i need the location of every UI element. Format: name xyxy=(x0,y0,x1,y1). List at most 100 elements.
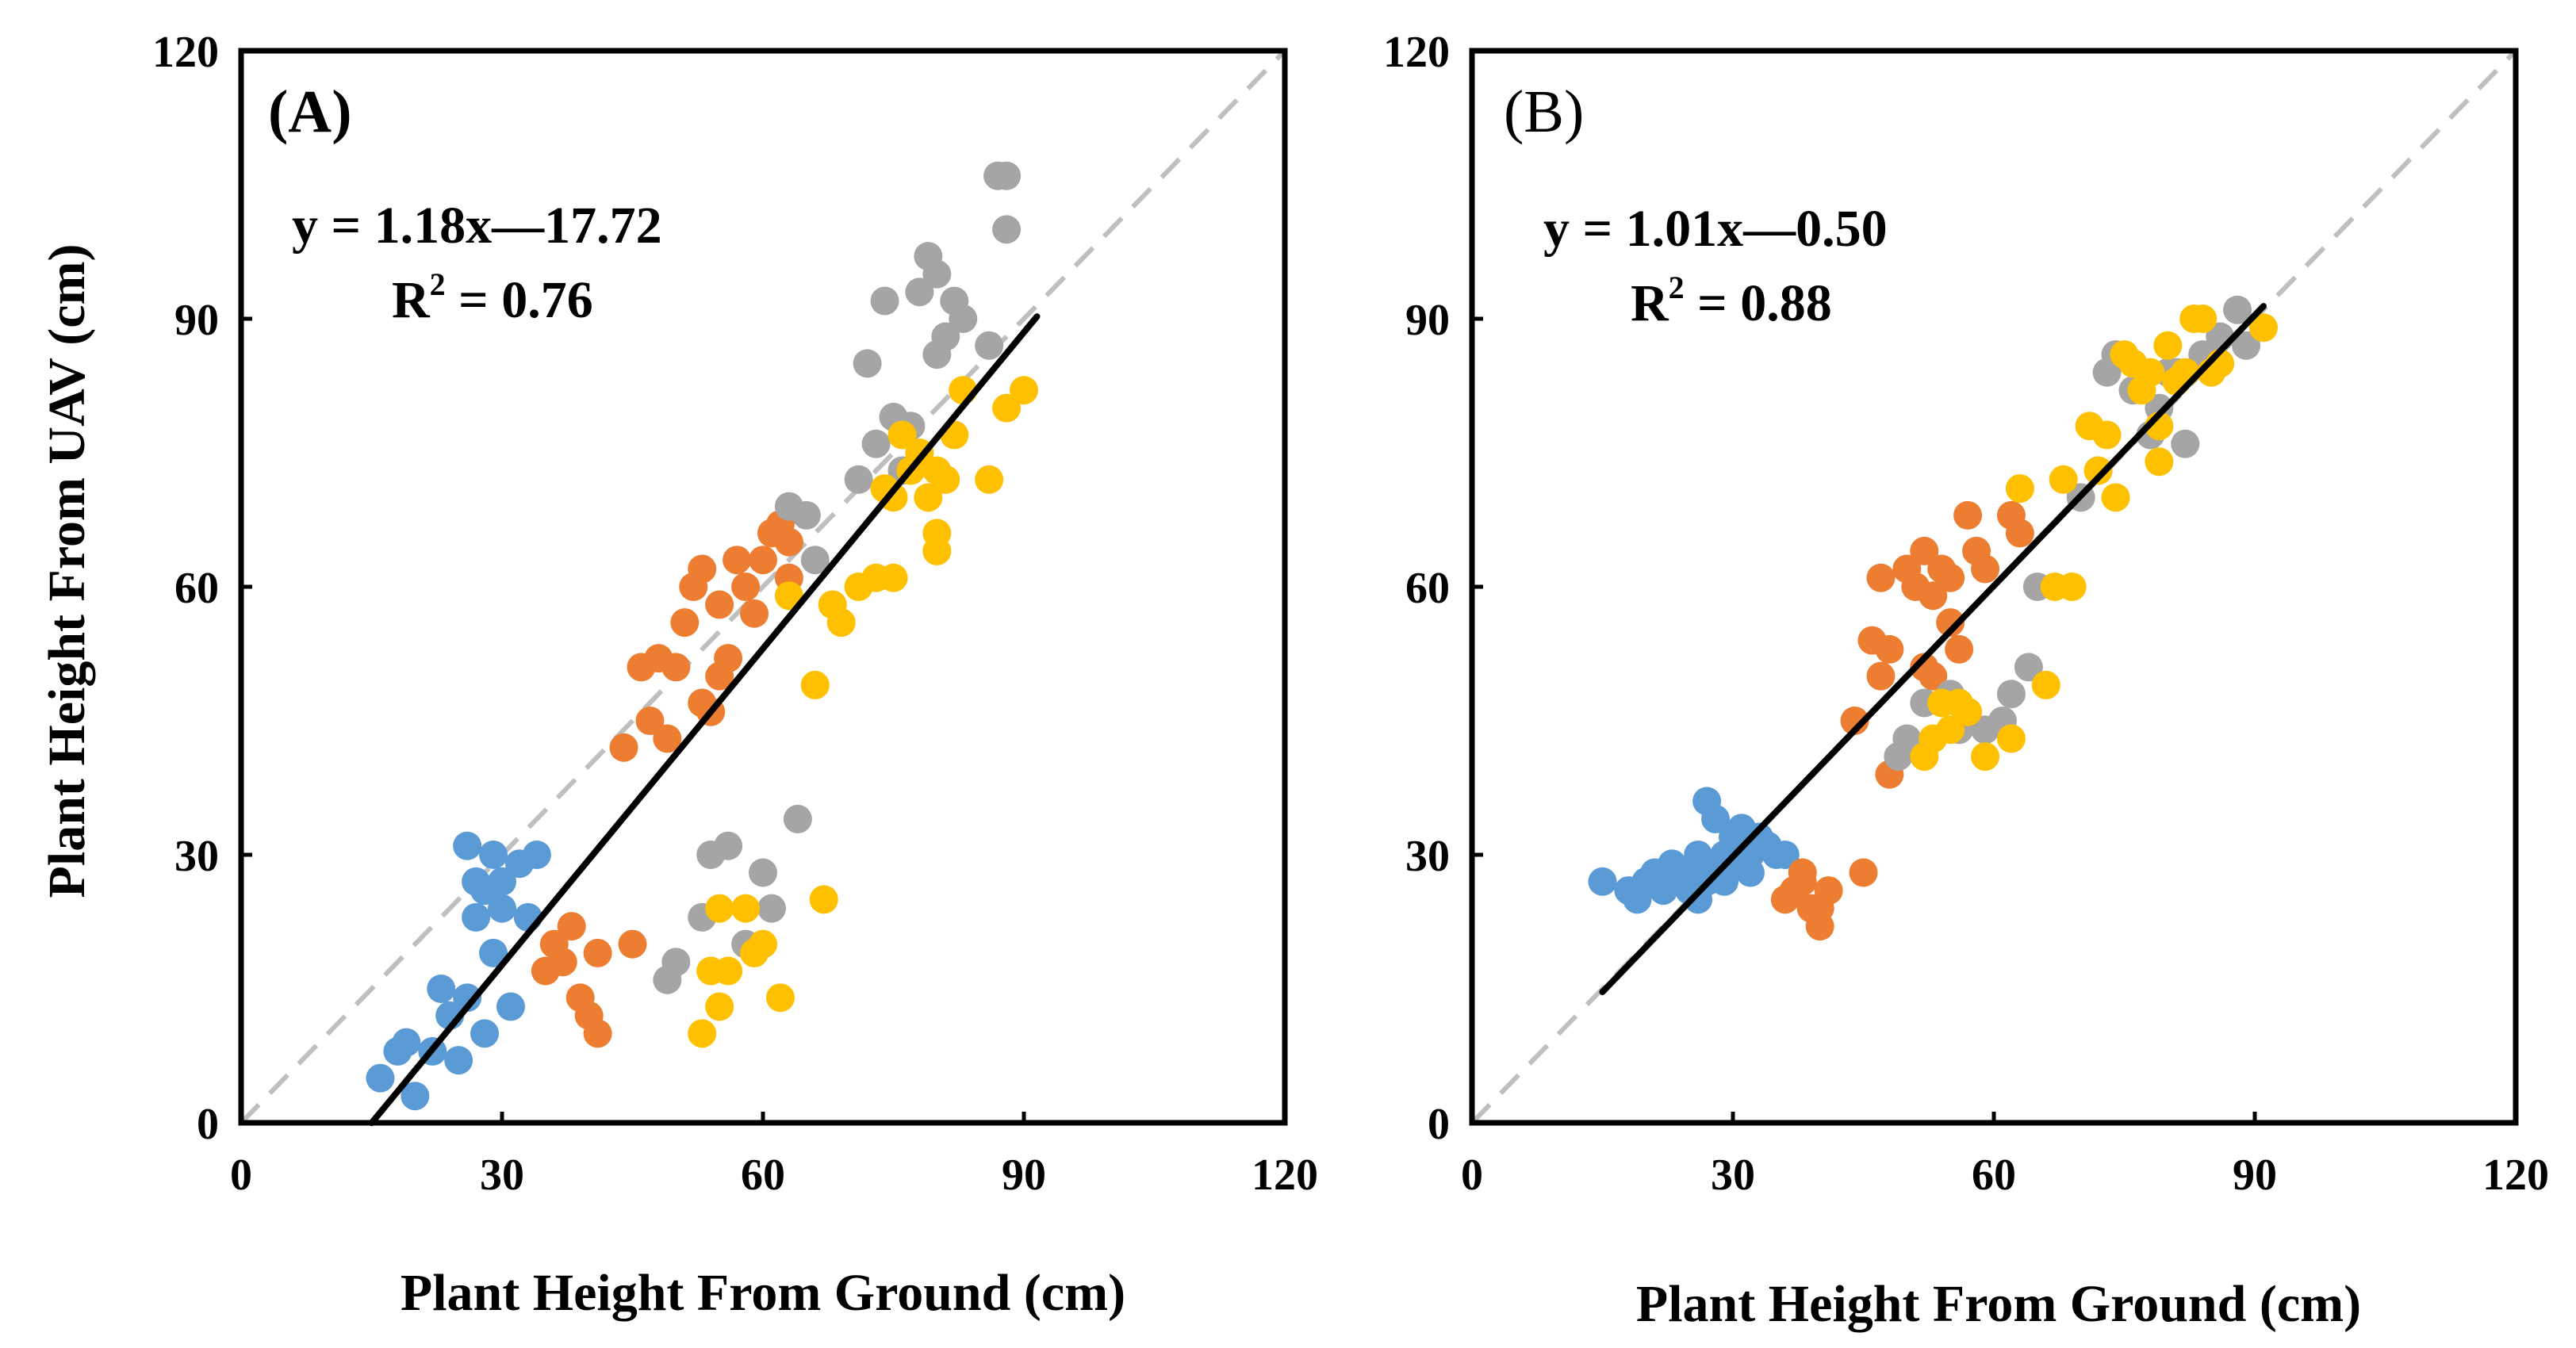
panel-a-x-tick-label-2: 60 xyxy=(741,1151,785,1200)
panel-a-point-gray-28 xyxy=(992,161,1022,190)
panel-a-y-tick-label-1: 30 xyxy=(174,832,219,881)
panel-b-point-orange-14 xyxy=(1875,634,1904,664)
panel-a-point-orange-6 xyxy=(583,1019,612,1048)
panel-a-point-yellow-30 xyxy=(992,393,1022,423)
panel-b-y-tick-label-3: 90 xyxy=(1405,296,1450,345)
panel-b-r2-value: = 0.88 xyxy=(1685,274,1832,332)
panel-a-point-orange-13 xyxy=(653,724,682,753)
panel-a-point-blue-2 xyxy=(392,1028,421,1057)
panel-a-y-tick-label-2: 60 xyxy=(174,564,219,613)
panel-a-point-yellow-11 xyxy=(809,885,838,914)
panel-b-point-orange-8 xyxy=(1840,707,1869,735)
panel-b-point-yellow-7 xyxy=(1996,724,2026,753)
panel-b-point-blue-10 xyxy=(1684,841,1713,869)
panel-a-point-gray-25 xyxy=(949,304,978,333)
panel-b-point-yellow-12 xyxy=(2057,573,2087,601)
panel-a-point-yellow-8 xyxy=(765,983,795,1013)
panel-a-point-yellow-0 xyxy=(688,1019,717,1048)
panel-a-point-blue-15 xyxy=(479,841,508,869)
panel-a-point-blue-5 xyxy=(427,975,456,1003)
panel-a-point-gray-1 xyxy=(661,948,691,977)
panel-b-point-yellow-3 xyxy=(1936,715,1965,745)
panel-b-point-orange-6 xyxy=(1805,912,1834,941)
panel-b-point-orange-18 xyxy=(1910,536,1939,565)
panel-a-point-orange-2 xyxy=(548,948,577,977)
panel-a-point-blue-10 xyxy=(462,902,491,932)
panel-b-point-yellow-6 xyxy=(1971,742,2000,772)
panel-b-y-tick-label-1: 30 xyxy=(1405,832,1450,881)
panel-a-point-yellow-26 xyxy=(931,465,960,494)
panel-b-x-tick-label-3: 90 xyxy=(2233,1151,2277,1200)
panel-a-y-axis-title: Plant Height From UAV (cm) xyxy=(38,244,96,898)
panel-b-point-orange-12 xyxy=(1866,563,1896,592)
panel-b-point-gray-1 xyxy=(1892,724,1922,753)
panel-a-point-yellow-13 xyxy=(826,608,856,638)
panel-a-point-gray-19 xyxy=(905,278,934,307)
panel-a-point-orange-8 xyxy=(609,733,638,762)
panel-a-point-blue-16 xyxy=(488,894,516,923)
panel-a-point-gray-7 xyxy=(757,894,786,923)
panel-a-r2: R2 = 0.76 xyxy=(392,266,593,329)
panel-a-point-gray-11 xyxy=(800,546,830,575)
panel-a-point-blue-0 xyxy=(366,1063,395,1093)
panel-a-point-yellow-3 xyxy=(705,992,734,1021)
panel-a-point-orange-18 xyxy=(688,554,717,584)
panel-a-x-tick-label-4: 120 xyxy=(1252,1151,1318,1200)
panel-a-label: (A) xyxy=(268,79,352,145)
panel-b-x-tick-label-4: 120 xyxy=(2482,1151,2549,1200)
panel-b-fit-line xyxy=(1599,303,2267,995)
panel-a-point-yellow-2 xyxy=(705,894,734,923)
panel-b-point-orange-24 xyxy=(1945,634,1974,664)
panel-a-point-blue-12 xyxy=(470,1019,500,1048)
panel-a-point-blue-7 xyxy=(444,1046,473,1075)
panel-b-x-tick-label-1: 30 xyxy=(1711,1151,1755,1200)
panel-a-x-tick-label-0: 0 xyxy=(230,1151,252,1200)
panel-a-point-yellow-7 xyxy=(749,929,777,959)
panel-a-point-blue-14 xyxy=(479,938,508,967)
panel-a-point-blue-21 xyxy=(522,841,551,869)
panel-a-point-gray-26 xyxy=(975,331,1004,360)
panel-a-point-gray-23 xyxy=(931,322,960,351)
panel-a-point-gray-14 xyxy=(861,429,891,458)
panel-b-point-orange-22 xyxy=(1936,608,1965,638)
panel-b-point-blue-23 xyxy=(1735,858,1765,887)
panel-a-x-tick-label-3: 90 xyxy=(1002,1151,1046,1200)
panel-a-point-yellow-25 xyxy=(922,536,952,565)
panel-a-point-gray-4 xyxy=(714,831,743,860)
panel-a-point-gray-6 xyxy=(749,858,777,887)
panel-b-y-tick-label-4: 120 xyxy=(1383,28,1450,77)
panel-b-points xyxy=(1588,295,2278,941)
panel-a-point-orange-15 xyxy=(670,608,700,638)
panel-b-r2: R2 = 0.88 xyxy=(1631,270,1832,332)
panel-b-point-orange-7 xyxy=(1814,876,1843,906)
panel-b-point-orange-25 xyxy=(1953,500,1983,530)
panel-a-point-yellow-17 xyxy=(879,483,908,512)
panel-b-equation: y = 1.01x—0.50 xyxy=(1543,200,1888,258)
panel-b-label: (B) xyxy=(1504,79,1584,145)
panel-a-point-yellow-22 xyxy=(914,483,943,512)
panel-b-point-yellow-9 xyxy=(2031,670,2060,699)
panel-a-point-gray-13 xyxy=(853,349,882,378)
panel-b-point-gray-8 xyxy=(2014,653,2043,682)
panel-b-point-yellow-27 xyxy=(2188,304,2218,333)
panel-b-point-gray-23 xyxy=(2232,331,2261,360)
panel-a-point-blue-8 xyxy=(453,983,482,1013)
panel-a-point-yellow-19 xyxy=(887,420,917,450)
panel-a-point-orange-11 xyxy=(635,707,665,735)
panel-a-r2-sup: 2 xyxy=(430,266,446,302)
panel-b-y-tick-label-2: 60 xyxy=(1405,564,1450,613)
panel-b-y-tick-label-0: 0 xyxy=(1428,1100,1450,1149)
panel-a-point-yellow-5 xyxy=(731,894,761,923)
panel-b-x-axis-title: Plant Height From Ground (cm) xyxy=(1636,1275,2361,1333)
panel-b-point-orange-20 xyxy=(1919,661,1948,691)
panel-a-point-orange-23 xyxy=(723,546,752,575)
panel-b-x-tick-label-0: 0 xyxy=(1461,1151,1483,1200)
panel-b-r2-prefix: R xyxy=(1631,274,1669,332)
panel-a-point-orange-26 xyxy=(749,546,777,575)
panel-a-point-orange-7 xyxy=(583,938,612,967)
panel-a-ticks: 0 30 60 90 120 0 30 60 90 120 xyxy=(152,28,1318,1200)
panel-b-point-yellow-23 xyxy=(2153,331,2183,360)
panel-b-point-orange-29 xyxy=(2005,519,2034,548)
panel-b-point-orange-27 xyxy=(1971,554,2000,584)
